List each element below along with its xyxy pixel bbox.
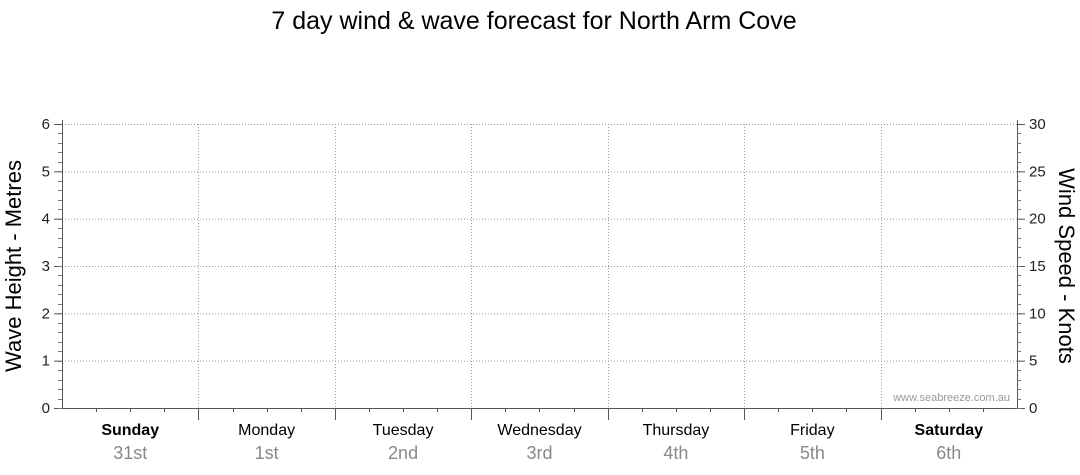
right-axis-ticks: 0 5 10 15 20 25 30 [1017, 116, 1046, 417]
day-name-label: Friday [790, 422, 834, 439]
day-name-label: Sunday [101, 422, 159, 439]
right-tick-label: 30 [1029, 116, 1046, 133]
right-tick-label: 0 [1029, 400, 1037, 417]
left-tick-label: 6 [42, 116, 50, 133]
left-axis-ticks: 0 1 2 3 4 5 6 [42, 116, 62, 417]
watermark: www.seabreeze.com.au [892, 392, 1010, 404]
day-name-label: Wednesday [497, 422, 581, 439]
day-date-label: 2nd [388, 443, 418, 463]
right-axis-label: Wind Speed - Knots [1054, 168, 1079, 364]
left-tick-label: 5 [42, 163, 50, 180]
chart-title: 7 day wind & wave forecast for North Arm… [271, 7, 796, 35]
day-date-label: 6th [936, 443, 961, 463]
right-tick-label: 20 [1029, 211, 1046, 228]
left-axis-label: Wave Height - Metres [1, 160, 26, 372]
left-tick-label: 4 [42, 211, 50, 228]
day-date-label: 31st [113, 443, 147, 463]
day-name-label: Saturday [915, 422, 984, 439]
day-date-label: 3rd [526, 443, 552, 463]
left-tick-label: 3 [42, 258, 50, 275]
day-date-label: 1st [255, 443, 279, 463]
right-tick-label: 15 [1029, 258, 1046, 275]
axes [62, 120, 1018, 420]
day-name-label: Thursday [643, 422, 710, 439]
right-tick-label: 10 [1029, 305, 1046, 322]
left-tick-label: 0 [42, 400, 50, 417]
day-name-label: Tuesday [373, 422, 434, 439]
grid [62, 124, 1017, 408]
left-tick-label: 1 [42, 353, 50, 370]
day-date-label: 5th [800, 443, 825, 463]
right-tick-label: 5 [1029, 353, 1037, 370]
right-tick-label: 25 [1029, 163, 1046, 180]
day-name-label: Monday [238, 422, 295, 439]
day-labels: Sunday 31st Monday 1st Tuesday 2nd Wednesday 3r… [101, 422, 983, 463]
day-date-label: 4th [663, 443, 688, 463]
left-tick-label: 2 [42, 305, 50, 322]
